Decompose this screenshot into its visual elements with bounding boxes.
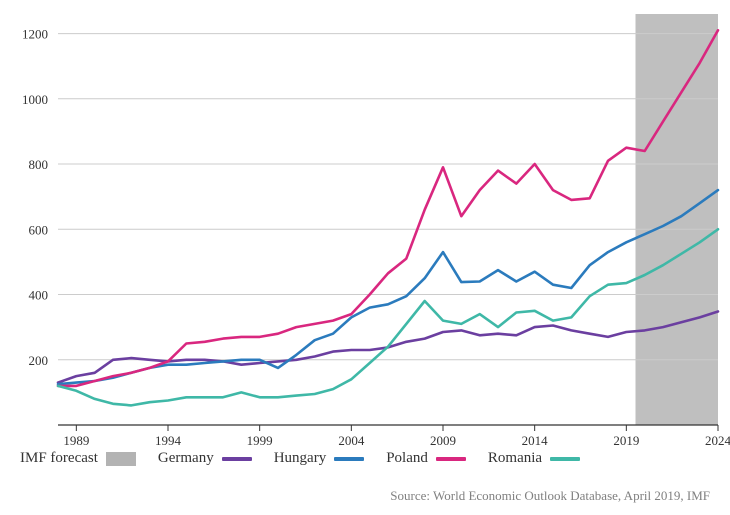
legend-poland-swatch [436, 457, 466, 461]
series-line-poland [58, 30, 718, 386]
legend-forecast-swatch [106, 452, 136, 466]
legend-poland-label: Poland [386, 450, 428, 467]
legend-germany-swatch [222, 457, 252, 461]
y-tick-label: 800 [29, 157, 49, 172]
y-tick-label: 200 [29, 353, 49, 368]
source-text: Source: World Economic Outlook Database,… [390, 488, 710, 504]
legend: IMF forecast Germany Hungary Poland Roma… [20, 450, 580, 467]
x-tick-label: 1994 [155, 433, 182, 445]
x-tick-label: 1989 [63, 433, 89, 445]
legend-romania-swatch [550, 457, 580, 461]
legend-item-hungary: Hungary [274, 450, 365, 467]
chart-container: 200 400 600 800 1000 1200 1989 1994 1999 2004 2009… [0, 0, 730, 515]
line-chart: 200 400 600 800 1000 1200 1989 1994 1999 2004 2009… [0, 0, 730, 445]
legend-item-forecast: IMF forecast [20, 450, 136, 467]
y-tick-label: 1000 [22, 92, 48, 107]
legend-item-poland: Poland [386, 450, 466, 467]
x-tick-label: 2009 [430, 433, 456, 445]
legend-germany-label: Germany [158, 450, 214, 467]
legend-hungary-label: Hungary [274, 450, 327, 467]
x-tick-label: 2019 [613, 433, 639, 445]
legend-hungary-swatch [334, 457, 364, 461]
series-line-hungary [58, 190, 718, 384]
legend-forecast-label: IMF forecast [20, 450, 98, 467]
x-tick-label: 2024 [705, 433, 730, 445]
y-tick-label: 600 [29, 222, 49, 237]
legend-romania-label: Romania [488, 450, 542, 467]
y-tick-label: 1200 [22, 27, 48, 42]
x-tick-label: 2014 [522, 433, 549, 445]
legend-item-romania: Romania [488, 450, 580, 467]
y-tick-label: 400 [29, 288, 49, 303]
legend-item-germany: Germany [158, 450, 252, 467]
x-tick-label: 1999 [247, 433, 273, 445]
x-tick-label: 2004 [338, 433, 365, 445]
series-line-romania [58, 229, 718, 405]
